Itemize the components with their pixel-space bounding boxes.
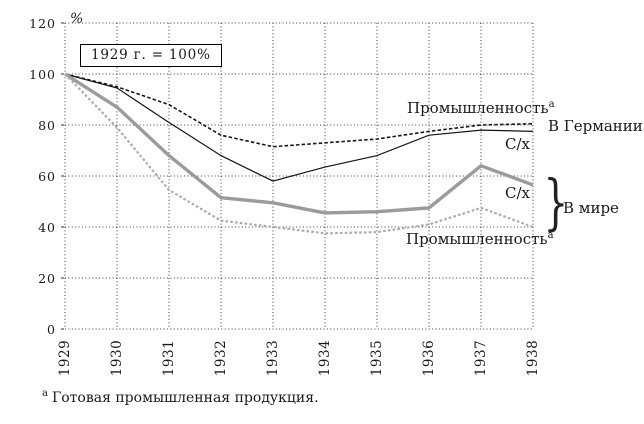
y-axis-tick-label: 120 <box>29 16 56 31</box>
y-axis-unit-label: % <box>70 11 84 27</box>
footnote: a Готовая промышленная продукция. <box>42 388 319 406</box>
y-axis-tick-label: 0 <box>47 322 56 337</box>
series-line-black-dashed <box>64 73 534 148</box>
x-axis-tick-label: 1931 <box>161 339 177 377</box>
footnote-marker: a <box>42 388 48 399</box>
x-axis-tick-label: 1932 <box>213 339 229 377</box>
y-axis-tick-label: 80 <box>38 118 56 133</box>
y-axis-tick-label: 40 <box>38 220 56 235</box>
footnote-text: Готовая промышленная продукция. <box>51 389 319 406</box>
label-world-industry: Промышленностьa <box>406 230 554 248</box>
label-world-industry-text: Промышленность <box>406 230 548 248</box>
reference-note-box: 1929 г. = 100% <box>80 44 222 67</box>
footnote-marker-sup: a <box>548 99 555 110</box>
label-world-agriculture-text: С/х <box>505 184 530 202</box>
x-axis-tick-label: 1929 <box>57 339 73 377</box>
group-label-world: В мире <box>563 199 619 217</box>
x-axis-tick-label: 1934 <box>317 339 333 377</box>
series-line-black-solid <box>64 73 534 182</box>
footnote-marker-sup: a <box>547 230 554 241</box>
series-line-gray-dotted <box>64 73 534 235</box>
label-germany-agriculture-text: С/х <box>505 135 530 153</box>
x-axis-tick-label: 1936 <box>421 339 437 377</box>
x-axis-tick-label: 1933 <box>265 339 281 377</box>
y-axis-tick-label: 100 <box>29 67 56 82</box>
label-germany-industry: Промышленностьa <box>407 99 555 117</box>
group-label-germany: В Германии <box>548 117 643 135</box>
x-axis-tick-label: 1938 <box>525 339 541 377</box>
label-germany-industry-text: Промышленность <box>407 99 549 117</box>
y-axis-tick-label: 20 <box>38 271 56 286</box>
x-axis-tick-label: 1930 <box>109 339 125 377</box>
x-axis-tick-label: 1935 <box>369 339 385 377</box>
label-world-agriculture: С/х <box>505 185 530 201</box>
label-germany-agriculture: С/х <box>505 136 530 152</box>
series-line-gray-thick <box>64 72 534 215</box>
y-axis-tick-label: 60 <box>38 169 56 184</box>
x-axis-tick-label: 1937 <box>473 339 489 377</box>
